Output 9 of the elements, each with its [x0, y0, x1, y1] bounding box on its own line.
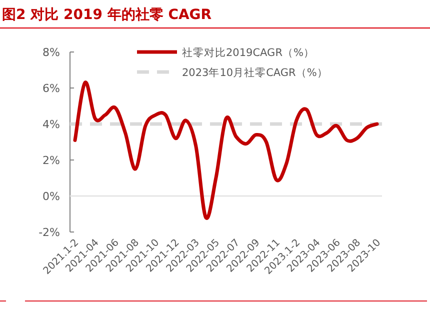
- y-tick-label: 0%: [42, 190, 60, 203]
- legend-label: 社零对比2019CAGR（%）: [182, 46, 314, 59]
- legend-label: 2023年10月社零CAGR（%）: [182, 66, 328, 79]
- y-tick-label: 8%: [42, 46, 60, 59]
- y-tick-label: 2%: [42, 154, 60, 167]
- y-tick-label: 4%: [42, 118, 60, 131]
- y-tick-label: -2%: [38, 226, 60, 239]
- title: 图2 对比 2019 年的社零 CAGR: [2, 7, 212, 23]
- y-tick-label: 6%: [42, 82, 60, 95]
